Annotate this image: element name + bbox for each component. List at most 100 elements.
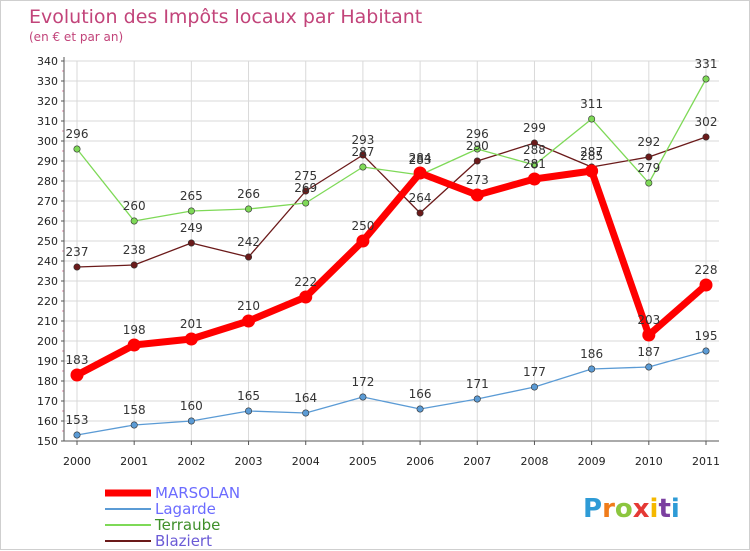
data-labels: 183 198 201 210 222 250 284 273 281 285 203 228 153 1… (66, 57, 718, 427)
data-point-lagarde (645, 363, 653, 371)
series-line-marsolan (75, 167, 709, 379)
legend-label-marsolan: MARSOLAN (155, 484, 240, 502)
data-label-terraube: 279 (637, 161, 660, 175)
series-line-lagarde (76, 350, 707, 436)
data-point-lagarde (130, 421, 138, 429)
data-point-marsolan (299, 290, 313, 304)
data-point-blaziert (187, 239, 195, 247)
data-label-lagarde: 195 (695, 329, 718, 343)
x-tick-label: 2002 (177, 455, 205, 468)
data-point-blaziert (416, 209, 424, 217)
data-point-terraube (245, 205, 253, 213)
y-tick-label: 340 (37, 55, 58, 68)
data-label-marsolan: 281 (523, 157, 546, 171)
chart-subtitle: (en € et par an) (29, 30, 123, 44)
y-tick-label: 230 (37, 275, 58, 288)
y-tick-label: 270 (37, 195, 58, 208)
data-label-lagarde: 160 (180, 399, 203, 413)
data-point-marsolan (70, 368, 84, 382)
data-label-terraube: 269 (294, 181, 317, 195)
data-label-blaziert: 287 (580, 145, 603, 159)
data-label-blaziert: 237 (66, 245, 89, 259)
data-label-lagarde: 172 (351, 375, 374, 389)
data-label-terraube: 311 (580, 97, 603, 111)
data-point-blaziert (302, 187, 310, 195)
data-point-marsolan (470, 188, 484, 202)
legend-label-blaziert: Blaziert (155, 532, 212, 550)
y-tick-label: 200 (37, 335, 58, 348)
data-label-terraube: 288 (523, 143, 546, 157)
data-label-lagarde: 164 (294, 391, 317, 405)
data-label-blaziert: 299 (523, 121, 546, 135)
axes: 150 160 170 180 190 200 210 220 230 240 250 260 270 2… (37, 55, 720, 468)
logo-letter: i (671, 494, 680, 524)
logo-letter: x (633, 494, 650, 524)
y-tick-label: 250 (37, 235, 58, 248)
y-tick-label: 180 (37, 375, 58, 388)
data-point-terraube (187, 207, 195, 215)
data-point-lagarde (473, 395, 481, 403)
legend-label-terraube: Terraube (154, 516, 220, 534)
data-label-lagarde: 158 (123, 403, 146, 417)
x-tick-label: 2004 (292, 455, 320, 468)
x-tick-label: 2006 (406, 455, 434, 468)
x-tick-label: 2010 (635, 455, 663, 468)
data-label-terraube: 260 (123, 199, 146, 213)
data-label-lagarde: 186 (580, 347, 603, 361)
data-label-blaziert: 293 (351, 133, 374, 147)
y-tick-label: 210 (37, 315, 58, 328)
logo-letter: r (602, 494, 615, 524)
data-point-marsolan (413, 166, 427, 180)
x-tick-label: 2000 (63, 455, 91, 468)
data-point-terraube (645, 179, 653, 187)
y-tick-label: 290 (37, 155, 58, 168)
x-tick-label: 2003 (235, 455, 263, 468)
data-point-blaziert (245, 253, 253, 261)
data-label-marsolan: 285 (580, 149, 603, 163)
y-tick-label: 220 (37, 295, 58, 308)
data-point-lagarde (588, 365, 596, 373)
y-tick-label: 320 (37, 95, 58, 108)
y-tick-label: 260 (37, 215, 58, 228)
data-point-lagarde (302, 409, 310, 417)
legend-label-lagarde: Lagarde (155, 500, 216, 518)
data-point-blaziert (645, 153, 653, 161)
y-tick-label: 330 (37, 75, 58, 88)
data-point-lagarde (530, 383, 538, 391)
data-point-terraube (473, 145, 481, 153)
data-label-marsolan: 222 (294, 275, 317, 289)
data-label-terraube: 266 (237, 187, 260, 201)
data-label-lagarde: 166 (409, 387, 432, 401)
data-point-blaziert (473, 157, 481, 165)
proxiti-logo: Proxiti (583, 494, 680, 524)
data-label-lagarde: 165 (237, 389, 260, 403)
data-label-blaziert: 238 (123, 243, 146, 257)
data-point-marsolan (585, 164, 599, 178)
x-tick-label: 2005 (349, 455, 377, 468)
y-tick-label: 240 (37, 255, 58, 268)
y-tick-label: 170 (37, 395, 58, 408)
data-point-blaziert (73, 263, 81, 271)
y-tick-label: 190 (37, 355, 58, 368)
data-point-blaziert (359, 151, 367, 159)
data-point-terraube (130, 217, 138, 225)
data-point-terraube (359, 163, 367, 171)
data-point-blaziert (702, 133, 710, 141)
data-label-lagarde: 153 (66, 413, 89, 427)
data-point-marsolan (356, 234, 370, 248)
data-label-marsolan: 201 (180, 317, 203, 331)
data-point-marsolan (699, 278, 713, 292)
y-tick-label: 150 (37, 435, 58, 448)
x-tick-label: 2009 (578, 455, 606, 468)
data-label-blaziert: 275 (294, 169, 317, 183)
data-point-marsolan (242, 314, 256, 328)
data-point-marsolan (184, 332, 198, 346)
data-label-blaziert: 290 (466, 139, 489, 153)
x-tick-label: 2008 (520, 455, 548, 468)
data-label-marsolan: 273 (466, 173, 489, 187)
data-label-marsolan: 183 (66, 353, 89, 367)
y-tick-label: 160 (37, 415, 58, 428)
data-point-terraube (302, 199, 310, 207)
